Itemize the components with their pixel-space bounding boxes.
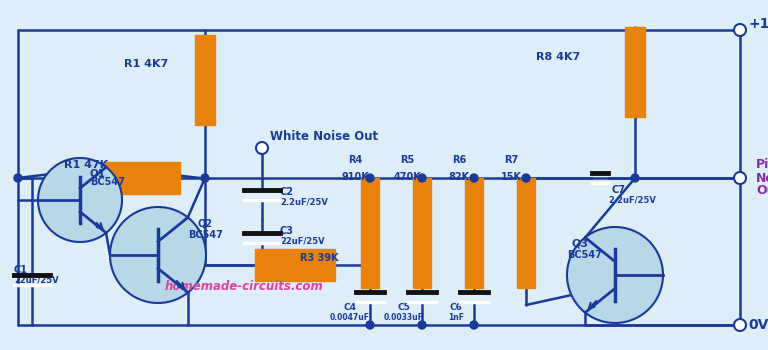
Text: C3: C3 [280, 226, 294, 236]
Bar [195, 35, 215, 125]
Text: 0.0047uF: 0.0047uF [330, 314, 370, 322]
Circle shape [522, 174, 530, 182]
Text: R6: R6 [452, 155, 466, 165]
Circle shape [734, 319, 746, 331]
Circle shape [470, 321, 478, 329]
Text: Q1: Q1 [90, 168, 106, 178]
Circle shape [256, 142, 268, 154]
Text: C6: C6 [449, 303, 462, 313]
Bar [413, 178, 431, 288]
Bar [625, 27, 645, 117]
Text: C1: C1 [14, 265, 28, 275]
Text: BC547: BC547 [188, 230, 223, 240]
Circle shape [201, 174, 209, 182]
Circle shape [366, 321, 374, 329]
Circle shape [567, 227, 663, 323]
Circle shape [110, 207, 206, 303]
Text: 2.2uF/25V: 2.2uF/25V [280, 197, 328, 206]
Text: R4: R4 [348, 155, 362, 165]
Text: 82K: 82K [449, 172, 469, 182]
Text: 1nF: 1nF [448, 314, 464, 322]
Circle shape [470, 174, 478, 182]
Text: R8 4K7: R8 4K7 [536, 52, 580, 62]
Text: BC547: BC547 [90, 177, 125, 187]
Text: homemade-circuits.com: homemade-circuits.com [165, 280, 324, 294]
Text: R5: R5 [400, 155, 414, 165]
Circle shape [631, 174, 639, 182]
Text: R7: R7 [504, 155, 518, 165]
Text: White Noise Out: White Noise Out [270, 130, 378, 142]
Text: R3 39K: R3 39K [300, 253, 339, 263]
Text: 2.2uF/25V: 2.2uF/25V [608, 196, 656, 204]
Text: Noise: Noise [756, 172, 768, 184]
Text: Out: Out [756, 184, 768, 197]
Circle shape [734, 172, 746, 184]
Text: Pink: Pink [756, 159, 768, 172]
Circle shape [38, 158, 122, 242]
Text: +12V: +12V [748, 17, 768, 31]
Text: C4: C4 [343, 303, 356, 313]
Bar [255, 249, 335, 281]
Text: C5: C5 [398, 303, 410, 313]
Text: 22uF/25V: 22uF/25V [14, 275, 58, 285]
Circle shape [366, 174, 374, 182]
Circle shape [418, 321, 426, 329]
Circle shape [418, 174, 426, 182]
Bar [104, 162, 180, 194]
Bar [465, 178, 483, 288]
Circle shape [734, 24, 746, 36]
Bar [517, 178, 535, 288]
Text: R1 47K: R1 47K [64, 160, 108, 170]
Text: C7: C7 [612, 185, 626, 195]
Text: 0.0033uF: 0.0033uF [384, 314, 424, 322]
Text: C2: C2 [280, 187, 294, 197]
Text: Q3: Q3 [572, 239, 589, 249]
Text: 0V: 0V [748, 318, 768, 332]
Bar [361, 178, 379, 288]
Circle shape [14, 174, 22, 182]
Text: BC547: BC547 [567, 250, 602, 260]
Text: 910K: 910K [341, 172, 369, 182]
Text: 22uF/25V: 22uF/25V [280, 237, 325, 245]
Text: 470K: 470K [393, 172, 421, 182]
Text: R1 4K7: R1 4K7 [124, 59, 168, 69]
Text: 15K: 15K [501, 172, 521, 182]
Text: Q2: Q2 [197, 219, 212, 229]
